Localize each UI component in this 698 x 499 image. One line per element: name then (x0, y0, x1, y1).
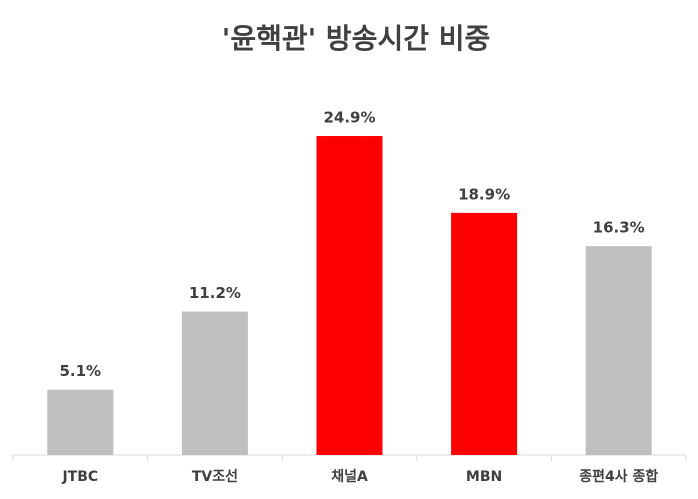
x-tick-label: 종편4사 종합 (579, 468, 658, 485)
x-tick-label: 채널A (331, 469, 368, 485)
x-tick-label: MBN (466, 469, 502, 485)
value-label: 16.3% (593, 219, 645, 237)
bar (451, 212, 518, 455)
chart-title: '윤핵관' 방송시간 비중 (222, 22, 490, 55)
value-label: 5.1% (59, 362, 101, 380)
bar (585, 246, 652, 455)
x-tick-label: JTBC (61, 469, 98, 485)
value-label: 11.2% (189, 284, 241, 302)
bar (316, 136, 383, 455)
bar (47, 389, 114, 455)
value-label: 18.9% (458, 185, 510, 203)
value-label: 24.9% (323, 109, 375, 127)
x-tick-label: TV조선 (192, 469, 238, 485)
bar (181, 311, 248, 455)
